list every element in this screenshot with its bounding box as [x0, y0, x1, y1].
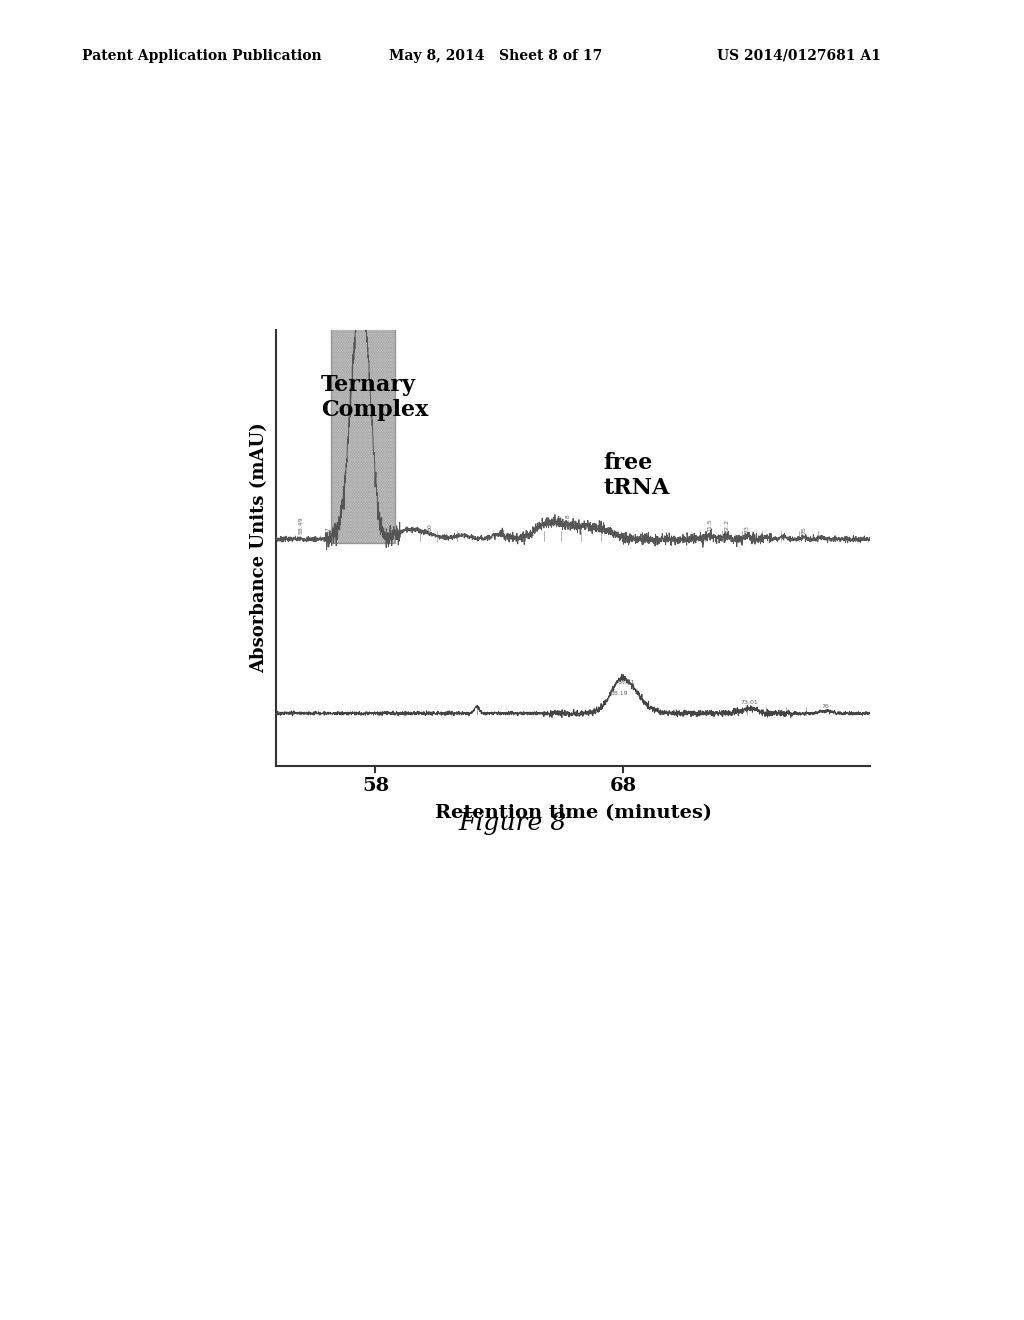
Text: Figure 8: Figure 8 [458, 812, 566, 834]
Text: 75: 75 [801, 527, 806, 535]
Text: free
tRNA: free tRNA [603, 451, 670, 499]
Text: 72.2: 72.2 [724, 519, 729, 533]
Text: 65: 65 [546, 516, 551, 524]
Text: 65.8: 65.8 [566, 513, 571, 527]
Text: 71.5: 71.5 [707, 519, 712, 532]
Bar [331, 297, 395, 544]
Text: US 2014/0127681 A1: US 2014/0127681 A1 [717, 49, 881, 63]
Text: Patent Application Publication: Patent Application Publication [82, 49, 322, 63]
Text: 76: 76 [822, 704, 829, 709]
Text: 58.49: 58.49 [299, 516, 304, 533]
Text: 57: 57 [326, 525, 331, 533]
Text: 73.01: 73.01 [740, 701, 758, 705]
Y-axis label: Absorbance Units (mAU): Absorbance Units (mAU) [250, 422, 268, 673]
Text: 68.21: 68.21 [617, 680, 636, 685]
Text: May 8, 2014   Sheet 8 of 17: May 8, 2014 Sheet 8 of 17 [389, 49, 602, 63]
Text: 60: 60 [427, 524, 432, 531]
Text: 68.19: 68.19 [610, 690, 628, 696]
Text: Ternary
Complex: Ternary Complex [321, 374, 428, 421]
Text: 73: 73 [744, 525, 750, 533]
X-axis label: Retention time (minutes): Retention time (minutes) [435, 804, 712, 822]
